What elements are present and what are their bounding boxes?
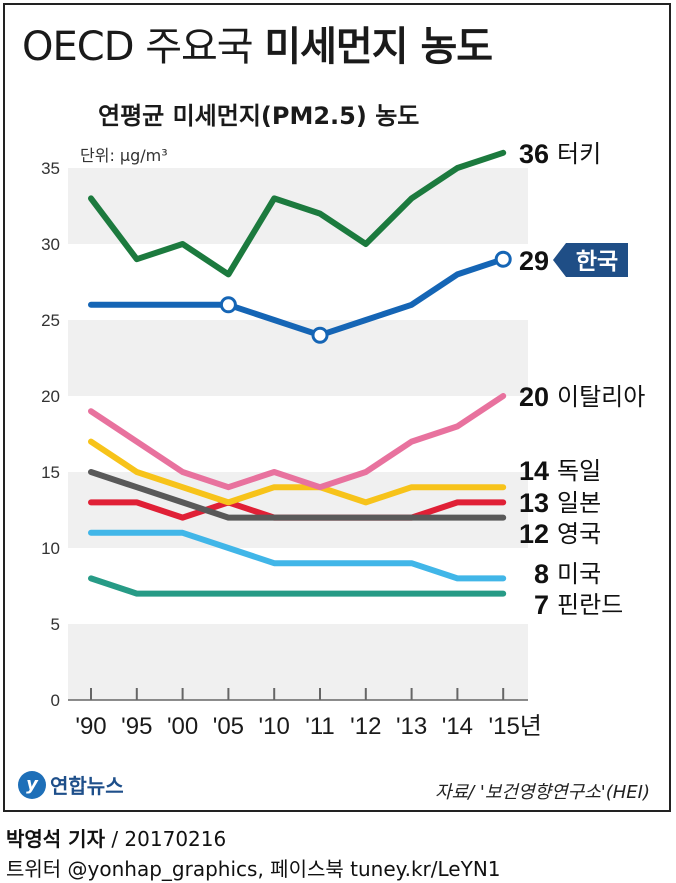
y-tick-label: 30 bbox=[41, 235, 60, 254]
series-lines bbox=[88, 149, 512, 597]
x-tick-label: '11 bbox=[305, 713, 335, 740]
series-label-미국: 8 미국 bbox=[534, 559, 601, 589]
unit-label: 단위: μg/m³ bbox=[80, 146, 168, 165]
y-tick-label: 10 bbox=[41, 539, 60, 558]
series-line-터키 bbox=[88, 149, 507, 278]
x-tick-label: '00 bbox=[167, 713, 198, 740]
series-name: 터키 bbox=[557, 140, 601, 168]
series-label-영국: 12 영국 bbox=[519, 519, 601, 549]
series-end-value: 13 bbox=[519, 488, 549, 518]
x-tick-label: '95 bbox=[121, 713, 152, 740]
series-name: 이탈리아 bbox=[557, 383, 645, 411]
series-end-value: 12 bbox=[519, 519, 549, 549]
title-bold: 미세먼지 농도 bbox=[264, 24, 493, 70]
date: / 20170216 bbox=[104, 827, 227, 851]
series-end-value: 7 bbox=[534, 590, 549, 620]
series-end-value: 36 bbox=[519, 139, 549, 169]
y-tick-label: 0 bbox=[51, 691, 60, 710]
series-end-value: 29 bbox=[519, 246, 549, 276]
x-tick-label: '90 bbox=[75, 713, 106, 740]
series-label-독일: 14 독일 bbox=[519, 456, 601, 486]
series-name: 미국 bbox=[557, 560, 601, 588]
credit-line: 박영석 기자 / 20170216 bbox=[6, 823, 226, 852]
y-tick-label: 20 bbox=[41, 387, 60, 406]
series-labels: 36 터키 29 한국 20 이탈리아 14 독일 13 일본 12 영국 8 미국 7 핀란드 bbox=[519, 139, 645, 620]
series-name: 핀란드 bbox=[557, 591, 623, 619]
band-4 bbox=[68, 320, 528, 396]
x-tick-label: '13 bbox=[396, 713, 427, 740]
series-line-이탈리아 bbox=[88, 393, 507, 491]
source-text: 자료/ '보건영향연구소'(HEI) bbox=[435, 782, 650, 803]
series-name: 독일 bbox=[557, 457, 601, 485]
series-end-value: 20 bbox=[519, 382, 549, 412]
x-tick-label: '05 bbox=[213, 713, 244, 740]
series-line-핀란드 bbox=[88, 575, 507, 597]
series-end-value: 8 bbox=[534, 559, 549, 589]
highlight-tag bbox=[553, 243, 628, 277]
sns-line: 트위터 @yonhap_graphics, 페이스북 tuney.kr/LeYN… bbox=[6, 857, 501, 881]
yonhap-logo: y 연합뉴스 bbox=[18, 770, 124, 799]
series-label-터키: 36 터키 bbox=[519, 139, 601, 169]
y-axis-ticks: 0 5 10 15 20 25 30 35 bbox=[41, 159, 60, 710]
y-tick-label: 35 bbox=[41, 159, 60, 178]
series-marker bbox=[311, 326, 329, 344]
x-tick-label: '15년 bbox=[489, 713, 542, 740]
page-title: OECD 주요국 미세먼지 농도 bbox=[22, 14, 493, 72]
band-0 bbox=[68, 624, 528, 700]
series-end-value: 14 bbox=[519, 456, 549, 486]
series-name: 일본 bbox=[557, 489, 601, 517]
logo-text: 연합뉴스 bbox=[50, 774, 124, 798]
background-bands bbox=[68, 168, 528, 700]
x-axis: '90 '95 '00 '05 '10 '11 '12 '13 '14 '15년 bbox=[68, 688, 542, 740]
series-label-이탈리아: 20 이탈리아 bbox=[519, 382, 645, 412]
title-light: OECD 주요국 bbox=[22, 24, 254, 70]
x-tick-label: '12 bbox=[350, 713, 381, 740]
series-name: 영국 bbox=[557, 520, 601, 548]
x-tick-label: '14 bbox=[442, 713, 473, 740]
series-line-한국 bbox=[88, 256, 507, 339]
series-line-영국 bbox=[88, 469, 507, 521]
yonhap-logo-icon: y bbox=[18, 770, 46, 799]
series-marker bbox=[219, 296, 237, 314]
y-tick-label: 15 bbox=[41, 463, 60, 482]
series-label-한국: 29 한국 bbox=[519, 243, 628, 277]
series-line-독일 bbox=[88, 438, 507, 506]
series-label-핀란드: 7 핀란드 bbox=[534, 590, 623, 620]
series-label-일본: 13 일본 bbox=[519, 488, 601, 518]
y-tick-label: 25 bbox=[41, 311, 60, 330]
series-name: 한국 bbox=[576, 249, 618, 275]
chart-subtitle: 연평균 미세먼지(PM2.5) 농도 bbox=[98, 102, 420, 130]
series-marker bbox=[494, 250, 512, 268]
series-line-미국 bbox=[88, 529, 507, 582]
reporter: 박영석 기자 bbox=[6, 827, 105, 851]
x-tick-label: '10 bbox=[259, 713, 290, 740]
y-tick-label: 5 bbox=[51, 615, 60, 634]
band-2 bbox=[68, 472, 528, 548]
